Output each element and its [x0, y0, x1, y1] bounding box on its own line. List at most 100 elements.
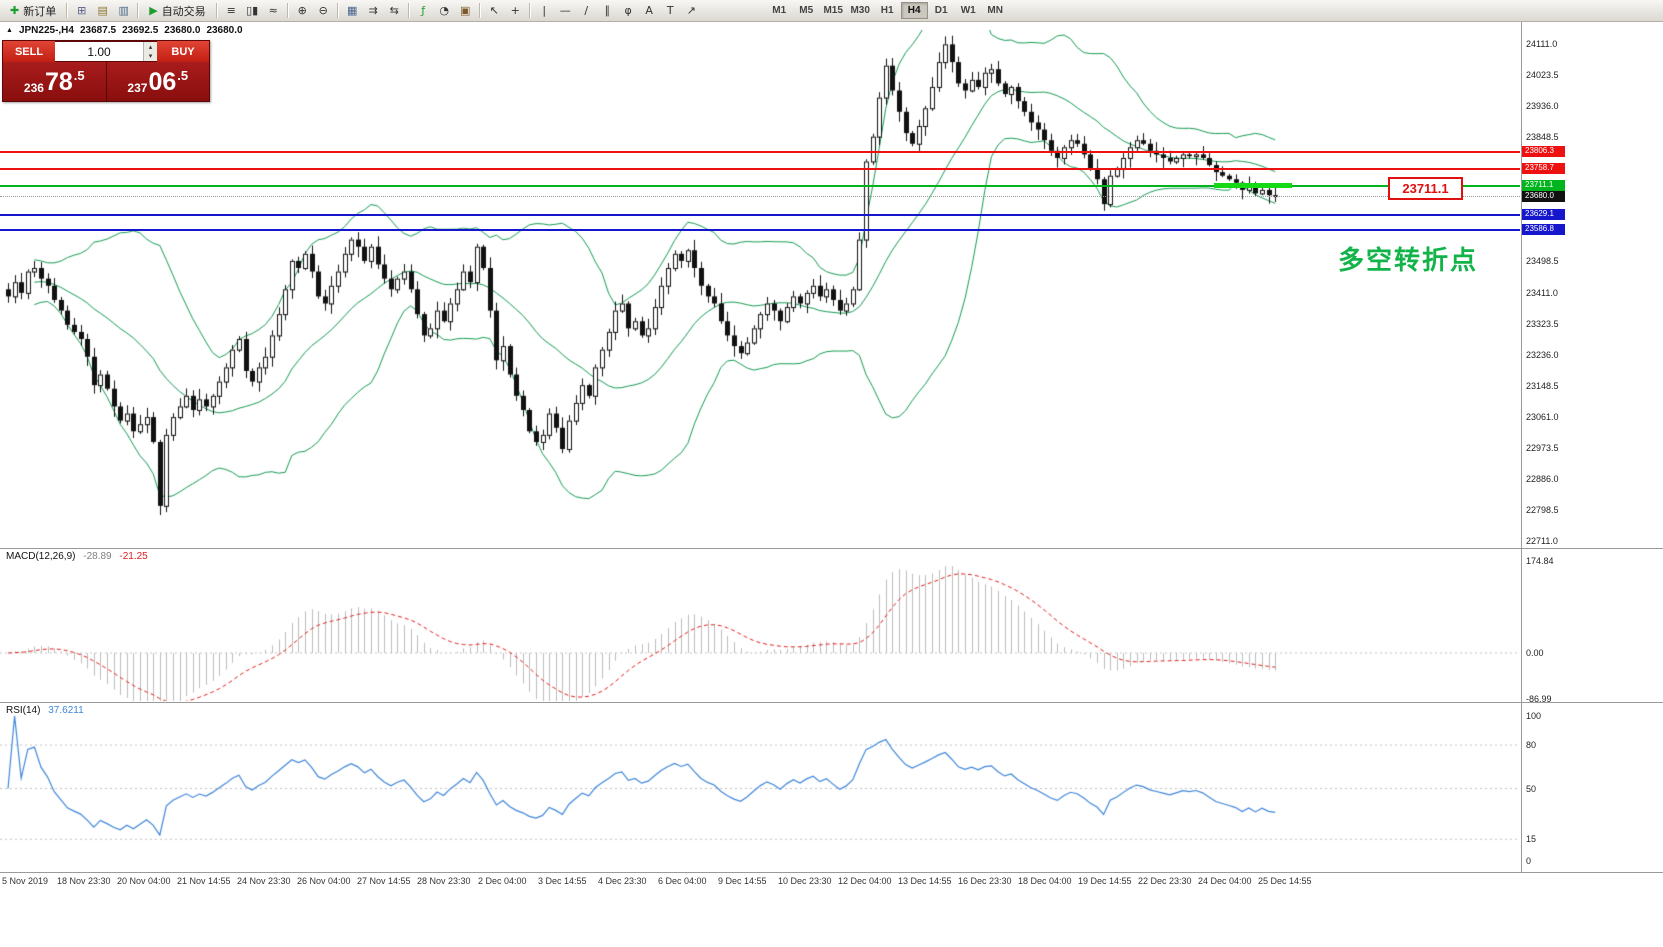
price-part: 237: [127, 81, 148, 95]
rsi-scale-label: 0: [1526, 856, 1532, 866]
timeframe-w1-button[interactable]: W1: [955, 2, 982, 19]
symbol-marker-icon: ▲: [6, 27, 13, 34]
macd-panel-divider[interactable]: [0, 548, 1663, 549]
channel-button[interactable]: ∥: [597, 2, 618, 20]
timeframe-m30-button[interactable]: M30: [847, 2, 874, 19]
level-line-23586.8[interactable]: [0, 229, 1520, 232]
timeframe-mn-button[interactable]: MN: [982, 2, 1009, 19]
profiles-button[interactable]: ▤: [92, 2, 113, 20]
time-axis-label: 24 Nov 23:30: [237, 876, 291, 886]
turning-point-annotation[interactable]: 多空转折点: [1338, 245, 1479, 275]
data-window-button[interactable]: ▥: [113, 2, 134, 20]
level-line-23680.0[interactable]: [0, 196, 1520, 197]
price-scale-label: 22886.0: [1526, 473, 1559, 484]
toolbar-separator: [478, 3, 481, 18]
candlestick-chart-button[interactable]: ▯▮: [242, 2, 263, 20]
price-part: 06: [148, 67, 177, 96]
price-tag-23629.1: 23629.1: [1522, 209, 1565, 221]
time-axis-label: 10 Dec 23:30: [778, 876, 832, 886]
volume-value[interactable]: 1.00: [87, 45, 111, 59]
time-axis-label: 21 Nov 14:55: [177, 876, 231, 886]
autotrading-label: 自动交易: [161, 5, 206, 18]
auto-scroll-button[interactable]: ⇉: [363, 2, 384, 20]
rsi-scale-label: 100: [1526, 711, 1542, 721]
timeframe-m5-button[interactable]: M5: [793, 2, 820, 19]
support-highlight-segment[interactable]: [1214, 182, 1292, 188]
buy-price[interactable]: 237 06.5: [105, 62, 210, 101]
price-scale-label: 23061.0: [1526, 411, 1559, 422]
time-axis-label: 12 Dec 04:00: [838, 876, 892, 886]
chart-shift-button[interactable]: ⇆: [384, 2, 405, 20]
tile-windows-icon: ▦: [346, 4, 358, 17]
price-scale-label: 23323.5: [1526, 318, 1559, 329]
timeframe-d1-button[interactable]: D1: [928, 2, 955, 19]
cursor-button[interactable]: ↖: [484, 2, 505, 20]
crosshair-button[interactable]: +: [505, 2, 526, 20]
level-line-23806.3[interactable]: [0, 151, 1520, 154]
charts-grid-button[interactable]: ⊞: [71, 2, 92, 20]
volume-up-icon[interactable]: ▴: [148, 43, 153, 51]
price-tag-23758.7: 23758.7: [1522, 163, 1565, 175]
fibonacci-icon: φ: [624, 4, 632, 17]
rsi-name: RSI(14): [6, 705, 41, 716]
tile-windows-button[interactable]: ▦: [342, 2, 363, 20]
trendline-button[interactable]: ∕: [576, 2, 597, 20]
level-line-23629.1[interactable]: [0, 214, 1520, 217]
zoom-out-icon: ⊖: [318, 4, 328, 17]
horizontal-line-button[interactable]: —: [555, 2, 576, 20]
timeframe-h1-button[interactable]: H1: [874, 2, 901, 19]
price-scale-divider[interactable]: [1521, 22, 1522, 872]
volume-control[interactable]: 1.00 ▴ ▾: [55, 41, 157, 62]
level-line-23758.7[interactable]: [0, 168, 1520, 171]
sell-button[interactable]: SELL: [3, 41, 55, 62]
price-tag-23680.0: 23680.0: [1522, 191, 1565, 202]
new-order-button[interactable]: ✚ 新订单: [3, 2, 63, 20]
autotrading-button[interactable]: ▶ 自动交易: [142, 2, 212, 20]
fibonacci-button[interactable]: φ: [618, 2, 639, 20]
buy-button[interactable]: BUY: [157, 41, 209, 62]
templates-icon: ▣: [459, 4, 471, 17]
charts-grid-icon: ⊞: [77, 4, 87, 17]
sell-price[interactable]: 236 78.5: [3, 62, 106, 101]
vertical-line-icon: |: [542, 4, 547, 17]
crosshair-icon: +: [510, 4, 520, 17]
line-chart-button[interactable]: ≈: [263, 2, 284, 20]
ohlc-open: 23687.5: [79, 25, 117, 36]
text-button[interactable]: A: [639, 2, 660, 20]
rsi-panel-divider[interactable]: [0, 702, 1663, 703]
indicators-button[interactable]: ƒ: [413, 2, 434, 20]
price-part: .5: [177, 68, 189, 83]
toolbar-separator: [336, 3, 339, 18]
timeframe-m1-button[interactable]: M1: [766, 2, 793, 19]
zoom-in-icon: ⊕: [297, 4, 307, 17]
time-axis-label: 19 Dec 14:55: [1078, 876, 1132, 886]
volume-down-icon[interactable]: ▾: [148, 52, 153, 60]
arrows-button[interactable]: ↗: [681, 2, 702, 20]
price-scale-label: 24111.0: [1526, 39, 1558, 49]
price-callout[interactable]: 23711.1: [1388, 177, 1463, 200]
price-scale-label: 23848.5: [1526, 132, 1559, 143]
timeframe-m15-button[interactable]: M15: [820, 2, 847, 19]
timeframe-h4-button[interactable]: H4: [900, 2, 928, 19]
zoom-in-button[interactable]: ⊕: [292, 2, 313, 20]
zoom-out-button[interactable]: ⊖: [313, 2, 334, 20]
chart-shift-icon: ⇆: [389, 4, 399, 17]
label-button[interactable]: T: [660, 2, 681, 20]
vertical-line-button[interactable]: |: [534, 2, 555, 20]
level-line-23711.1[interactable]: [0, 184, 1520, 187]
volume-spinner[interactable]: ▴ ▾: [143, 42, 157, 61]
time-axis-label: 5 Nov 2019: [2, 876, 49, 886]
periods-button[interactable]: ◔: [434, 2, 455, 20]
time-axis-label: 24 Dec 04:00: [1198, 876, 1252, 886]
timeframe-group: M1 M5 M15 M30 H1 H4 D1 W1 MN: [766, 2, 1009, 19]
chart-info-line: ▲ JPN225-,H4 23687.5 23692.5 23680.0 236…: [6, 25, 243, 36]
ohlc-low: 23680.0: [164, 25, 201, 36]
price-scale-label: 22973.5: [1526, 442, 1559, 453]
bar-chart-icon: ≡: [226, 4, 236, 17]
bar-chart-button[interactable]: ≡: [221, 2, 242, 20]
macd-signal-value: -21.25: [119, 551, 148, 562]
time-axis-label: 18 Dec 04:00: [1018, 876, 1072, 886]
time-axis-label: 2 Dec 04:00: [478, 876, 527, 886]
templates-button[interactable]: ▣: [455, 2, 476, 20]
